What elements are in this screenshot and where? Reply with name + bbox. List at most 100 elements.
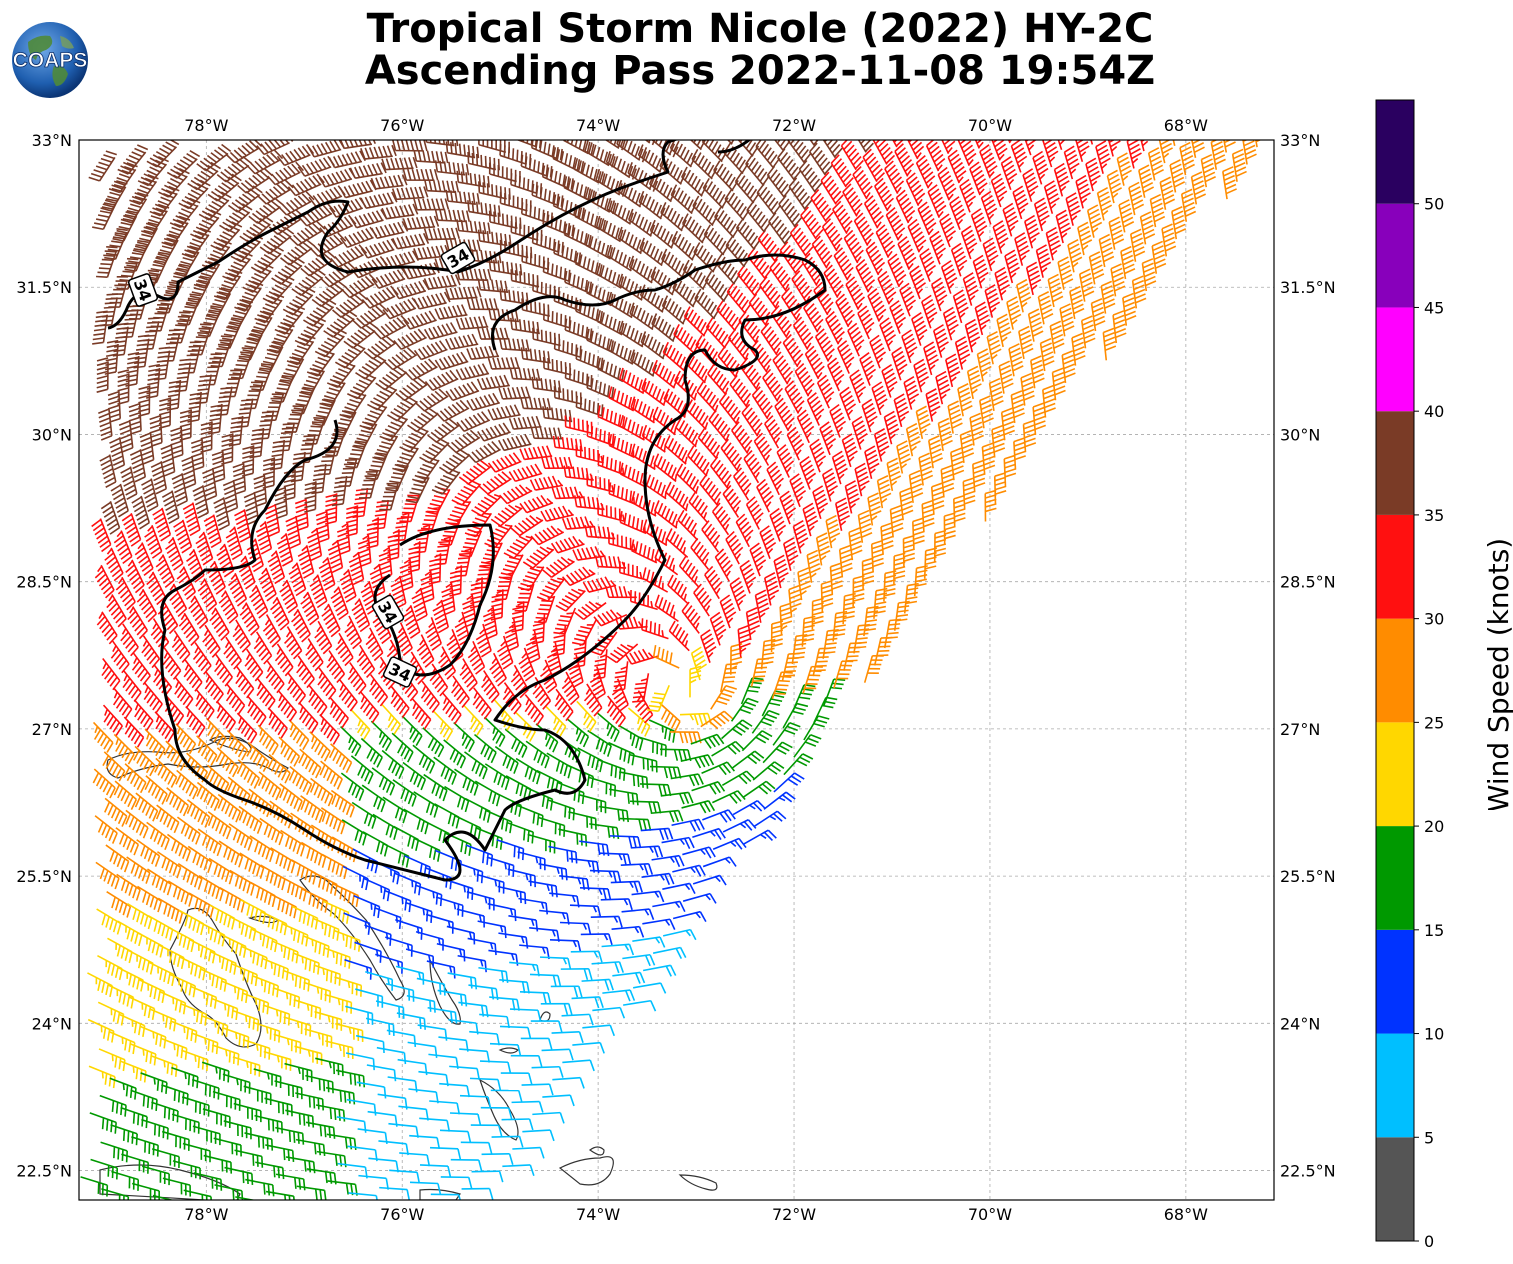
wind-barb bbox=[417, 1024, 448, 1041]
wind-barb bbox=[504, 618, 519, 652]
wind-barb bbox=[191, 1078, 220, 1100]
wind-barb bbox=[572, 1041, 605, 1054]
wind-barb bbox=[179, 409, 192, 441]
wind-barb bbox=[134, 542, 154, 577]
wind-barb bbox=[672, 910, 707, 923]
wind-barb bbox=[1032, 150, 1049, 185]
wind-barb bbox=[198, 875, 224, 902]
wind-barb bbox=[1047, 273, 1064, 308]
wind-barb bbox=[413, 291, 451, 310]
wind-barb bbox=[248, 584, 269, 619]
wind-barb bbox=[681, 213, 709, 244]
wind-barb bbox=[838, 544, 853, 578]
coaps-logo: COAPS bbox=[12, 22, 88, 98]
wind-barb bbox=[527, 833, 556, 854]
wind-barb bbox=[752, 761, 785, 781]
wind-barb bbox=[350, 209, 388, 229]
wind-barb bbox=[558, 828, 588, 847]
wind-barb bbox=[599, 852, 632, 866]
wind-barb bbox=[395, 376, 428, 402]
wind-barb bbox=[161, 1130, 190, 1151]
wind-barb bbox=[428, 553, 442, 585]
wind-barb bbox=[480, 1106, 513, 1120]
wind-barb bbox=[494, 745, 519, 774]
wind-barb bbox=[250, 881, 276, 908]
wind-barb bbox=[112, 209, 139, 242]
wind-barb bbox=[413, 244, 450, 260]
coastline bbox=[299, 875, 405, 1001]
wind-barb bbox=[425, 617, 442, 651]
wind-barb bbox=[759, 525, 777, 560]
wind-barb bbox=[638, 736, 667, 757]
wind-barb bbox=[332, 291, 368, 318]
wind-barb bbox=[1242, 140, 1257, 165]
wind-barb bbox=[857, 305, 875, 340]
wind-barb bbox=[227, 185, 263, 213]
wind-barb bbox=[899, 282, 917, 317]
wind-barb bbox=[577, 747, 604, 773]
wind-barb bbox=[623, 999, 657, 1012]
wind-barb bbox=[108, 275, 129, 308]
wind-barb bbox=[857, 509, 873, 543]
wind-barb bbox=[520, 1037, 553, 1050]
wind-barb bbox=[425, 913, 454, 934]
wind-barb bbox=[199, 921, 226, 947]
wind-barb bbox=[387, 395, 418, 422]
wind-barb bbox=[154, 711, 175, 743]
wind-barb bbox=[1018, 325, 1034, 360]
wind-barb bbox=[445, 189, 481, 205]
wind-barb bbox=[311, 463, 327, 495]
wind-barb bbox=[1002, 202, 1019, 237]
wind-barb bbox=[133, 745, 157, 777]
wind-barb bbox=[597, 712, 620, 742]
wind-barb bbox=[679, 712, 713, 726]
wind-barb bbox=[155, 554, 175, 588]
wind-barb bbox=[874, 177, 894, 212]
wind-barb bbox=[282, 286, 316, 316]
wind-barb bbox=[240, 899, 267, 924]
wind-barb bbox=[125, 809, 149, 839]
wind-barb bbox=[708, 410, 731, 442]
wind-barb bbox=[271, 940, 299, 964]
wind-barb bbox=[1180, 188, 1197, 222]
wind-barb bbox=[389, 1169, 421, 1184]
wind-barb bbox=[360, 737, 383, 768]
wind-barb bbox=[743, 449, 762, 484]
wind-barb bbox=[138, 385, 151, 417]
wind-barb bbox=[510, 317, 540, 335]
wind-barb bbox=[711, 740, 745, 757]
wind-barb bbox=[602, 989, 636, 1002]
wind-barb bbox=[550, 535, 585, 554]
wind-barb bbox=[256, 678, 276, 711]
wind-barb bbox=[484, 524, 513, 549]
wind-barb bbox=[344, 615, 362, 650]
wind-barb bbox=[539, 956, 572, 970]
wind-barb bbox=[196, 143, 232, 172]
wind-barb bbox=[260, 864, 286, 891]
wind-barb bbox=[750, 339, 772, 373]
wind-barb bbox=[227, 572, 248, 607]
wind-barb bbox=[510, 664, 529, 699]
y-tick-label: 28.5°N bbox=[1280, 573, 1336, 592]
wind-barb bbox=[730, 697, 759, 722]
wind-barb bbox=[211, 997, 239, 1021]
wind-barb bbox=[825, 514, 841, 549]
wind-barb bbox=[475, 623, 492, 658]
wind-barb bbox=[177, 863, 203, 890]
wind-barb bbox=[651, 854, 685, 868]
colorbar-tick-label: 45 bbox=[1424, 298, 1444, 317]
wind-barb bbox=[619, 367, 647, 395]
wind-barb bbox=[92, 198, 118, 231]
wind-barb bbox=[253, 474, 267, 508]
wind-barb bbox=[405, 948, 435, 968]
wind-barb bbox=[561, 566, 596, 587]
wind-barb bbox=[289, 220, 326, 247]
colorbar-tick-label: 15 bbox=[1424, 921, 1444, 940]
wind-barb bbox=[382, 796, 408, 824]
wind-barb bbox=[1141, 258, 1157, 292]
wind-barb bbox=[204, 671, 224, 704]
y-tick-label: 25.5°N bbox=[16, 867, 72, 886]
wind-barb bbox=[776, 444, 795, 478]
wind-barb bbox=[531, 613, 546, 645]
wind-barb bbox=[903, 376, 920, 410]
